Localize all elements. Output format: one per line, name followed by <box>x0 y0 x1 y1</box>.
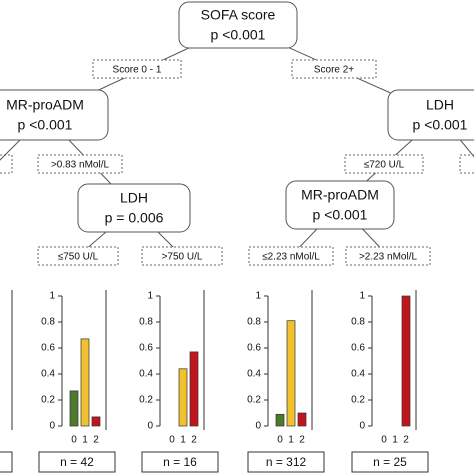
x-tick-label: 0 <box>71 435 77 446</box>
edge-label: >750 U/L <box>162 252 203 263</box>
leaf-count-box <box>141 451 219 473</box>
y-tick-label: 0 <box>255 421 261 432</box>
edge-label: Score 0 - 1 <box>113 65 162 76</box>
edge-label: >0.83 nMol/L <box>51 160 110 171</box>
edge-label-box <box>459 154 474 174</box>
x-tick-label: 2 <box>191 435 197 446</box>
y-tick-label: 0.8 <box>351 317 365 328</box>
node-p: p <0.001 <box>313 207 368 223</box>
edge-label-box <box>37 154 123 174</box>
y-tick-label: 0.4 <box>247 369 261 380</box>
edge-label-box <box>248 246 334 266</box>
x-tick-label: 2 <box>403 435 409 446</box>
y-tick-label: 0 <box>49 421 55 432</box>
y-tick-label: 0.8 <box>41 317 55 328</box>
x-tick-label: 2 <box>299 435 305 446</box>
edge-label: Score 2+ <box>314 65 354 76</box>
edge-label-box <box>141 246 223 266</box>
y-tick-label: 0.4 <box>351 369 365 380</box>
y-tick-label: 1 <box>255 291 261 302</box>
leaf-count-box <box>247 451 325 473</box>
leaf-count: n = 42 <box>60 455 94 469</box>
bar <box>401 295 411 427</box>
connectors <box>0 154 474 473</box>
y-tick-label: 0.2 <box>139 395 153 406</box>
leaf-count: n = 25 <box>373 455 407 469</box>
edge-label: ≤750 U/L <box>58 252 99 263</box>
edge-label-box <box>0 154 13 174</box>
edge-label-box <box>344 154 424 174</box>
x-tick-label: 2 <box>93 435 99 446</box>
y-tick-label: 1 <box>49 291 55 302</box>
node-box <box>387 89 474 141</box>
node-label: MR-proADM <box>301 187 379 203</box>
node-box <box>285 180 395 230</box>
bar <box>189 351 199 427</box>
y-tick-label: 0.6 <box>351 343 365 354</box>
bar <box>297 412 307 427</box>
node-label: LDH <box>120 190 148 206</box>
y-tick-label: 0 <box>359 421 365 432</box>
y-tick-label: 0.2 <box>247 395 261 406</box>
bar <box>275 413 285 427</box>
bar <box>80 338 90 427</box>
y-tick-label: 0.2 <box>41 395 55 406</box>
node-label: LDH <box>426 97 454 113</box>
edge-label: ≤2.23 nMol/L <box>262 252 320 263</box>
edge-label-box <box>37 246 119 266</box>
x-tick-label: 1 <box>82 435 88 446</box>
edge-label-box <box>92 59 182 79</box>
y-tick-label: 0.6 <box>139 343 153 354</box>
bar <box>91 416 101 427</box>
x-tick-label: 0 <box>169 435 175 446</box>
y-tick-label: 1 <box>147 291 153 302</box>
y-tick-label: 0.6 <box>247 343 261 354</box>
leaf-count: n = 312 <box>266 455 307 469</box>
leaf-count-box <box>38 451 116 473</box>
y-tick-label: 0.4 <box>41 369 55 380</box>
bar <box>178 368 188 427</box>
node-label: SOFA score <box>201 7 276 23</box>
leaf-count-box <box>0 451 13 473</box>
node-p: p <0.001 <box>211 27 266 43</box>
node-box <box>0 89 109 141</box>
node-box <box>77 183 191 233</box>
node-p: p <0.001 <box>413 117 468 133</box>
edge-label-box <box>345 246 431 266</box>
y-tick-label: 0.8 <box>139 317 153 328</box>
y-tick-label: 0.8 <box>247 317 261 328</box>
x-tick-label: 0 <box>277 435 283 446</box>
leaf-count-box <box>351 451 429 473</box>
y-tick-label: 1 <box>359 291 365 302</box>
bar <box>286 320 296 427</box>
x-tick-label: 1 <box>288 435 294 446</box>
y-tick-label: 0 <box>147 421 153 432</box>
x-tick-label: 1 <box>392 435 398 446</box>
y-tick-label: 0.4 <box>139 369 153 380</box>
node-p: p = 0.006 <box>105 210 164 226</box>
y-tick-label: 0.2 <box>351 395 365 406</box>
x-tick-label: 0 <box>381 435 387 446</box>
node-p: p <0.001 <box>18 117 73 133</box>
node-label: MR-proADM <box>6 97 84 113</box>
x-tick-label: 1 <box>180 435 186 446</box>
edge-label-box <box>291 59 377 79</box>
leaf-count: n = 16 <box>163 455 197 469</box>
edge-label: >2.23 nMol/L <box>359 252 418 263</box>
bar <box>69 390 79 427</box>
y-tick-label: 0.6 <box>41 343 55 354</box>
edge-label: ≤720 U/L <box>364 160 405 171</box>
node-box <box>178 1 298 49</box>
